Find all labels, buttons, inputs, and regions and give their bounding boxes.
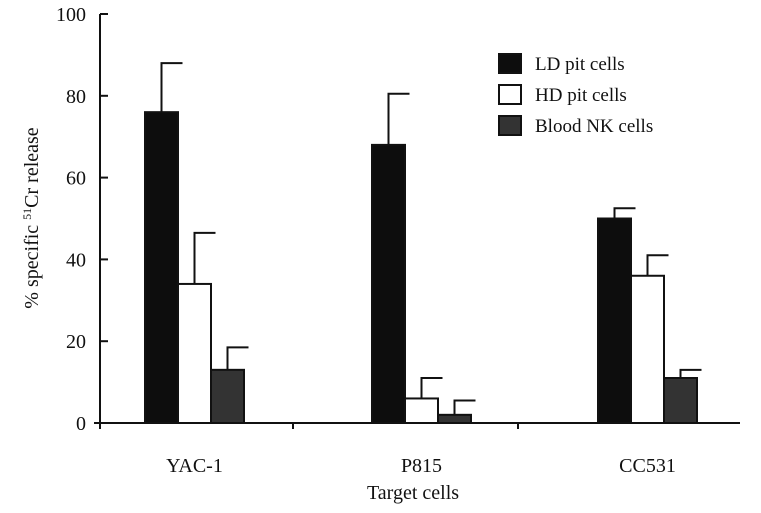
bar [210,368,245,424]
y-axis-title-suffix: Cr release [21,127,43,208]
x-tick-label: CC531 [619,455,676,477]
y-tick-label: 80 [66,86,86,108]
x-axis-title: Target cells [367,482,459,504]
bar [630,274,665,425]
x-tick-label: YAC-1 [166,455,223,477]
bars [144,62,702,425]
bar [663,377,698,425]
bar [404,397,439,424]
y-axis-ticks: 0 20 40 60 80 100 [56,4,108,435]
bar [144,111,179,424]
x-tick-label: P815 [401,455,442,477]
y-tick-label: 40 [66,249,86,271]
y-axis-title-prefix: % specific [21,220,43,309]
y-tick-label: 20 [66,331,86,353]
bar [371,143,406,424]
x-axis-tick-labels: YAC-1 P815 CC531 [166,455,676,477]
legend: LD pit cells HD pit cells Blood NK cells [498,53,653,137]
legend-swatch [498,53,522,74]
legend-swatch [498,84,522,105]
y-tick-label: 0 [76,413,86,435]
legend-swatch [498,115,522,136]
y-tick-label: 100 [56,4,86,26]
bar [437,413,472,425]
bar [177,282,212,424]
legend-label: LD pit cells [535,54,625,75]
y-axis-title: % specific 51Cr release [20,127,43,308]
y-tick-label: 60 [66,168,86,190]
y-axis-title-superscript: 51 [20,208,34,220]
legend-label: HD pit cells [535,85,627,106]
bar [597,217,632,424]
legend-label: Blood NK cells [535,116,653,137]
